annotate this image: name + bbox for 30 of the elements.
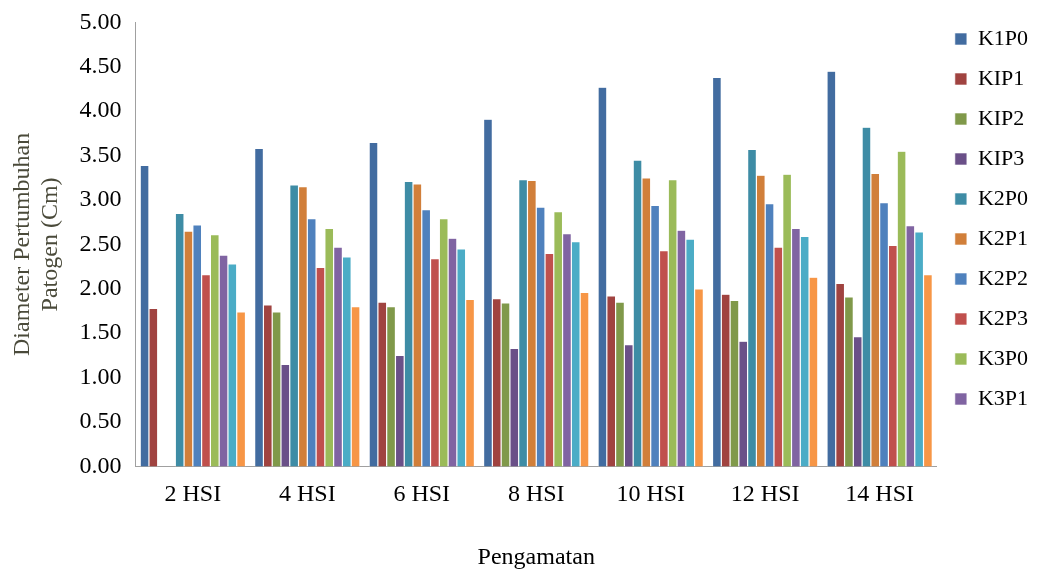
legend-label: KIP1 [977, 64, 1025, 90]
y-axis-title: Diameter Pertumbuhan Patogen (Cm) [7, 132, 63, 357]
y-tick-label: 2.50 [79, 229, 122, 256]
y-tick-label: 4.50 [79, 52, 122, 79]
legend-label: K1P0 [977, 24, 1028, 50]
x-axis-title: Pengamatan [477, 542, 595, 569]
legend-label: K3P1 [977, 384, 1028, 410]
x-tick-label: 14 HSI [845, 480, 914, 507]
y-tick-label: 4.00 [79, 96, 122, 123]
legend-label: K3P0 [977, 344, 1028, 370]
y-tick-label: 1.00 [79, 362, 122, 389]
x-tick-label: 10 HSI [616, 480, 686, 507]
y-tick-label: 2.00 [79, 274, 122, 301]
legend-label: K2P3 [977, 304, 1028, 330]
x-tick-label: 2 HSI [164, 480, 222, 507]
y-tick-label: 3.00 [79, 185, 122, 212]
x-tick-label: 6 HSI [393, 480, 451, 507]
x-tick-label: 4 HSI [278, 480, 336, 507]
x-tick-label: 8 HSI [507, 480, 565, 507]
x-tick-label: 12 HSI [730, 480, 800, 507]
y-tick-label: 1.50 [79, 318, 122, 345]
legend-label: K2P1 [977, 224, 1028, 250]
y-tick-label: 5.00 [79, 7, 122, 34]
y-tick-label: 3.50 [79, 140, 122, 167]
legend-label: K2P0 [977, 184, 1028, 210]
y-tick-label: 0.50 [79, 407, 122, 434]
legend-label: K2P2 [977, 264, 1028, 290]
legend-label: KIP3 [977, 144, 1025, 170]
legend-label: KIP2 [977, 104, 1025, 130]
y-tick-label: 0.00 [79, 451, 122, 478]
